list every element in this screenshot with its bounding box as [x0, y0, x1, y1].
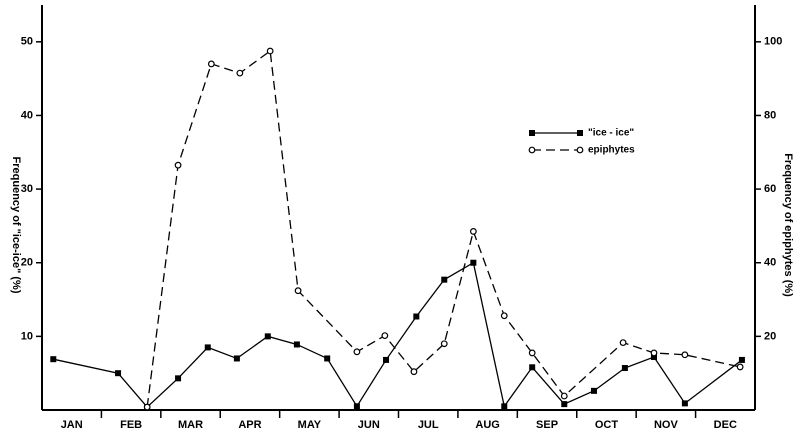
- data-point: [621, 365, 628, 372]
- data-point: [619, 339, 627, 347]
- y-tick-label: 30: [21, 183, 33, 195]
- data-point: [143, 403, 151, 411]
- series-line: [146, 49, 741, 408]
- legend-marker: [529, 130, 535, 136]
- data-point: [528, 349, 536, 357]
- data-point: [383, 356, 390, 363]
- data-point: [324, 355, 331, 362]
- data-point: [266, 47, 274, 55]
- data-point: [560, 392, 568, 400]
- legend-label: "ice - ice": [588, 128, 634, 139]
- data-point: [529, 364, 536, 371]
- data-point: [738, 356, 745, 363]
- x-tick-label: FEB: [120, 419, 142, 431]
- x-tick-label: APR: [238, 419, 261, 431]
- data-point: [353, 348, 361, 356]
- data-point: [590, 387, 597, 394]
- data-point: [410, 368, 418, 376]
- legend-label: epiphytes: [588, 145, 635, 156]
- x-tick-label: JUN: [358, 419, 380, 431]
- y2-tick-label: 20: [764, 330, 776, 342]
- data-point: [293, 341, 300, 348]
- data-point: [440, 340, 448, 348]
- data-point: [681, 351, 689, 359]
- data-point: [174, 161, 182, 169]
- legend-marker: [576, 146, 584, 154]
- data-point: [736, 363, 744, 371]
- data-point: [236, 69, 244, 77]
- data-point: [561, 401, 568, 408]
- data-point: [650, 349, 658, 357]
- y-tick-label: 50: [21, 36, 33, 48]
- y-tick-label: 20: [21, 257, 33, 269]
- x-tick-label: SEP: [536, 419, 558, 431]
- y2-tick-label: 40: [764, 257, 776, 269]
- series-line: [53, 261, 743, 408]
- data-point: [115, 370, 122, 377]
- data-point: [681, 400, 688, 407]
- x-tick-label: MAY: [298, 419, 322, 431]
- data-point: [204, 344, 211, 351]
- data-point: [50, 356, 57, 363]
- data-point: [469, 228, 477, 235]
- data-point: [207, 60, 215, 68]
- y2-tick-label: 100: [764, 36, 782, 48]
- x-tick-label: AUG: [475, 419, 499, 431]
- data-point: [353, 403, 360, 410]
- data-point: [175, 375, 182, 382]
- x-tick-label: JAN: [61, 419, 83, 431]
- y2-axis-title: Frequency of epiphytes (%): [782, 153, 794, 297]
- y-tick-label: 10: [21, 330, 33, 342]
- x-tick-label: OCT: [595, 419, 619, 431]
- y2-tick-label: 60: [764, 183, 776, 195]
- x-tick-label: DEC: [714, 419, 737, 431]
- data-point: [413, 313, 420, 320]
- y-tick-label: 40: [21, 109, 33, 121]
- x-tick-label: MAR: [178, 419, 203, 431]
- legend-marker: [528, 146, 536, 154]
- data-point: [381, 332, 389, 340]
- data-point: [470, 259, 477, 266]
- data-point: [264, 333, 271, 340]
- data-point: [294, 287, 302, 295]
- x-tick-label: NOV: [654, 419, 679, 431]
- data-point: [441, 276, 448, 283]
- y2-tick-label: 80: [764, 109, 776, 121]
- x-tick-label: JUL: [418, 419, 439, 431]
- data-point: [500, 312, 508, 320]
- data-point: [650, 353, 657, 360]
- legend-marker: [577, 130, 583, 136]
- data-point: [233, 355, 240, 362]
- y-axis-title: Frequency of "ice-ice" (%): [10, 157, 22, 294]
- data-point: [501, 403, 508, 410]
